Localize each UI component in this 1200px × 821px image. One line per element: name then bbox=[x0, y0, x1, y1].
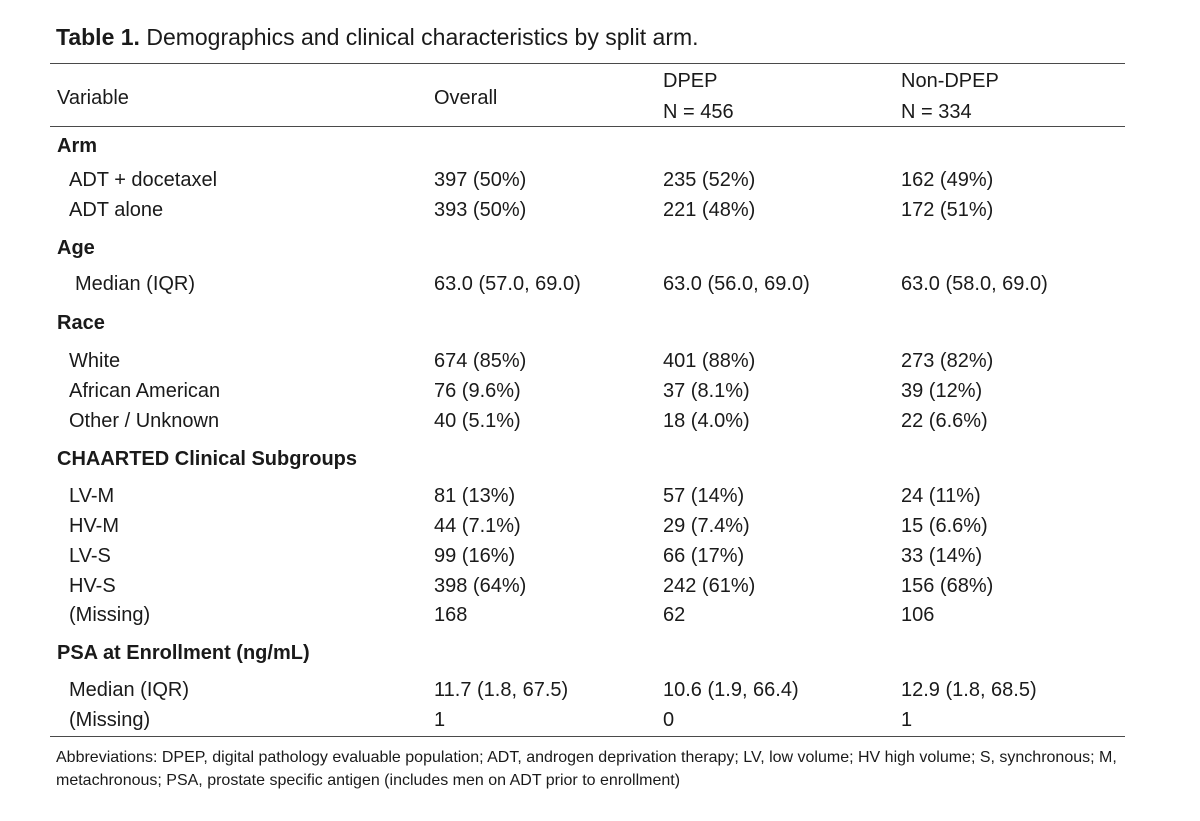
header-dpep-n: N = 456 bbox=[663, 101, 734, 123]
row-label: LV-M bbox=[69, 485, 115, 507]
row-nondpep: 63.0 (58.0, 69.0) bbox=[901, 273, 1048, 295]
row-dpep: 62 bbox=[663, 604, 686, 626]
row-nondpep: 22 (6.6%) bbox=[901, 410, 988, 432]
row-dpep: 0 bbox=[663, 709, 675, 731]
row-label: LV-S bbox=[69, 545, 111, 567]
row-dpep: 18 (4.0%) bbox=[663, 410, 750, 432]
row-label: White bbox=[69, 350, 121, 372]
row-dpep: 401 (88%) bbox=[663, 350, 756, 372]
row-overall: 76 (9.6%) bbox=[434, 380, 521, 402]
row-overall: 44 (7.1%) bbox=[434, 515, 521, 537]
row-dpep: 29 (7.4%) bbox=[663, 515, 750, 537]
section-title-psa: PSA at Enrollment (ng/mL) bbox=[57, 642, 310, 664]
row-overall: 1 bbox=[434, 709, 446, 731]
table-caption-label: Table 1. bbox=[56, 24, 140, 50]
row-dpep: 57 (14%) bbox=[663, 485, 745, 507]
row-nondpep: 106 bbox=[901, 604, 935, 626]
header-variable: Variable bbox=[57, 87, 129, 109]
row-dpep: 221 (48%) bbox=[663, 199, 756, 221]
bottom-rule bbox=[50, 736, 1125, 737]
section-title-age: Age bbox=[57, 237, 95, 259]
top-rule bbox=[50, 63, 1125, 64]
row-dpep: 63.0 (56.0, 69.0) bbox=[663, 273, 810, 295]
header-nondpep: Non-DPEP bbox=[901, 70, 999, 92]
row-overall: 393 (50%) bbox=[434, 199, 527, 221]
table-caption: Table 1. Demographics and clinical chara… bbox=[56, 22, 699, 52]
row-nondpep: 172 (51%) bbox=[901, 199, 994, 221]
header-nondpep-n: N = 334 bbox=[901, 101, 972, 123]
row-label: ADT alone bbox=[69, 199, 164, 221]
row-label: (Missing) bbox=[69, 709, 151, 731]
row-nondpep: 162 (49%) bbox=[901, 169, 994, 191]
row-overall: 63.0 (57.0, 69.0) bbox=[434, 273, 581, 295]
row-nondpep: 12.9 (1.8, 68.5) bbox=[901, 679, 1037, 701]
row-nondpep: 273 (82%) bbox=[901, 350, 994, 372]
row-overall: 11.7 (1.8, 67.5) bbox=[434, 679, 569, 701]
table-caption-text: Demographics and clinical characteristic… bbox=[139, 24, 699, 50]
table-footnote: Abbreviations: DPEP, digital pathology e… bbox=[56, 749, 1117, 789]
section-title-race: Race bbox=[57, 312, 105, 334]
row-nondpep: 15 (6.6%) bbox=[901, 515, 988, 537]
row-overall: 99 (16%) bbox=[434, 545, 516, 567]
header-rule bbox=[50, 126, 1125, 127]
row-dpep: 10.6 (1.9, 66.4) bbox=[663, 679, 799, 701]
row-nondpep: 156 (68%) bbox=[901, 575, 994, 597]
row-nondpep: 39 (12%) bbox=[901, 380, 983, 402]
row-label: ADT + docetaxel bbox=[69, 169, 218, 191]
header-dpep: DPEP bbox=[663, 70, 718, 92]
row-label: HV-S bbox=[69, 575, 116, 597]
row-label: HV-M bbox=[69, 515, 119, 537]
row-overall: 81 (13%) bbox=[434, 485, 516, 507]
row-label: African American bbox=[69, 380, 221, 402]
row-dpep: 37 (8.1%) bbox=[663, 380, 750, 402]
row-nondpep: 1 bbox=[901, 709, 913, 731]
row-dpep: 242 (61%) bbox=[663, 575, 756, 597]
row-label: Median (IQR) bbox=[69, 679, 190, 701]
row-nondpep: 24 (11%) bbox=[901, 485, 981, 507]
section-title-arm: Arm bbox=[57, 135, 98, 157]
row-label: Median (IQR) bbox=[75, 273, 196, 295]
row-dpep: 66 (17%) bbox=[663, 545, 745, 567]
row-nondpep: 33 (14%) bbox=[901, 545, 983, 567]
header-overall: Overall bbox=[434, 87, 498, 109]
row-label: Other / Unknown bbox=[69, 410, 220, 432]
row-overall: 397 (50%) bbox=[434, 169, 527, 191]
row-overall: 40 (5.1%) bbox=[434, 410, 521, 432]
row-overall: 674 (85%) bbox=[434, 350, 527, 372]
row-overall: 398 (64%) bbox=[434, 575, 527, 597]
row-dpep: 235 (52%) bbox=[663, 169, 756, 191]
row-overall: 168 bbox=[434, 604, 468, 626]
row-label: (Missing) bbox=[69, 604, 151, 626]
section-title-chaarted: CHAARTED Clinical Subgroups bbox=[57, 448, 358, 470]
